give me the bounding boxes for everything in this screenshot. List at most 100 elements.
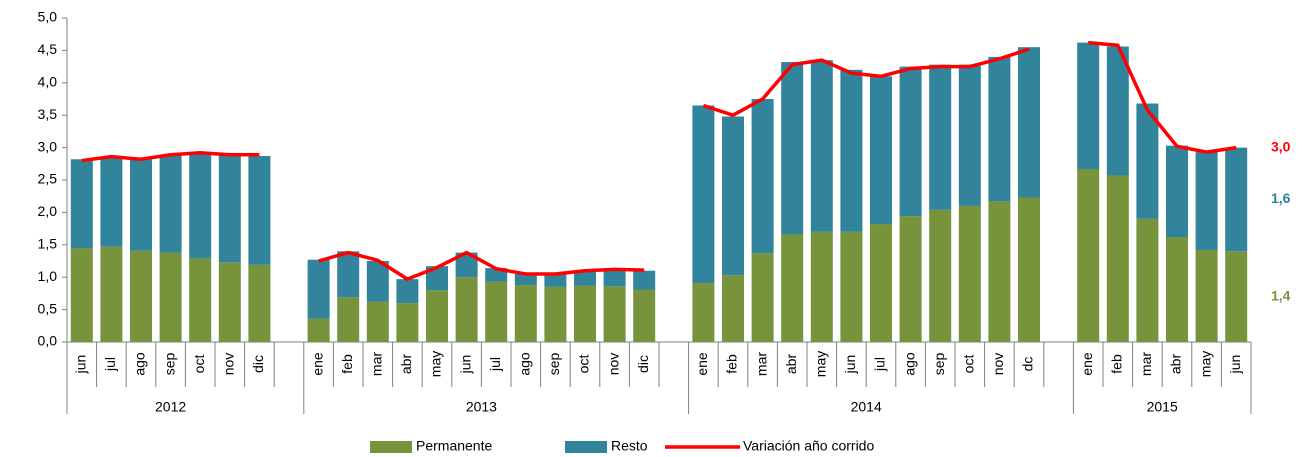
group-label: 2012 bbox=[155, 399, 186, 415]
bar bbox=[455, 252, 478, 278]
bar bbox=[130, 159, 152, 251]
bar bbox=[1195, 152, 1218, 250]
x-tick-label: feb bbox=[724, 354, 740, 374]
x-tick-label: mar bbox=[369, 352, 385, 376]
value-label: 1,6 bbox=[1271, 190, 1291, 206]
x-tick-label: may bbox=[1197, 351, 1213, 377]
bar bbox=[840, 231, 863, 342]
bar bbox=[366, 301, 389, 342]
bar bbox=[1018, 47, 1040, 198]
bar bbox=[514, 272, 537, 285]
bar bbox=[396, 303, 419, 342]
x-tick-label: ene bbox=[694, 352, 710, 376]
x-tick-label: feb bbox=[339, 354, 355, 374]
x-tick-label: jun bbox=[842, 355, 858, 375]
x-tick-label: may bbox=[813, 351, 829, 377]
x-tick-label: feb bbox=[1109, 354, 1125, 374]
bar bbox=[485, 268, 508, 282]
bar bbox=[514, 284, 537, 342]
bar bbox=[485, 281, 508, 342]
y-tick-label: 1,0 bbox=[38, 268, 58, 284]
bar bbox=[751, 253, 774, 342]
legend-swatch bbox=[370, 441, 412, 453]
x-tick-label: jun bbox=[73, 355, 89, 375]
bar bbox=[1106, 46, 1129, 176]
x-tick-label: oct bbox=[576, 355, 592, 374]
line bbox=[81, 40, 1237, 281]
bar bbox=[100, 157, 123, 247]
bar bbox=[544, 286, 567, 342]
bar bbox=[633, 270, 656, 290]
bar bbox=[1077, 42, 1100, 169]
x-tick-label: sep bbox=[161, 353, 177, 376]
bar bbox=[189, 258, 212, 342]
bar bbox=[1136, 218, 1159, 342]
x-tick-label: abr bbox=[1168, 354, 1184, 375]
y-tick-label: 0,0 bbox=[38, 333, 58, 349]
bar bbox=[544, 272, 567, 287]
group-label: 2015 bbox=[1147, 399, 1178, 415]
x-tick-label: jun bbox=[457, 355, 473, 375]
bar bbox=[337, 251, 360, 298]
group-label: 2013 bbox=[466, 399, 497, 415]
bar bbox=[455, 277, 478, 342]
x-tick-label: ene bbox=[1079, 352, 1095, 376]
bar bbox=[929, 209, 952, 342]
bar bbox=[337, 297, 360, 342]
bar bbox=[988, 201, 1011, 342]
bar bbox=[1225, 251, 1248, 342]
y-tick-label: 3,5 bbox=[38, 106, 58, 122]
legend-label: Permanente bbox=[416, 438, 492, 454]
group-label: 2014 bbox=[851, 399, 882, 415]
x-tick-label: ago bbox=[132, 352, 148, 376]
bar bbox=[1195, 249, 1218, 342]
bar bbox=[781, 62, 804, 235]
bar bbox=[396, 279, 419, 304]
bar bbox=[248, 264, 271, 342]
bar bbox=[692, 283, 715, 342]
bar bbox=[603, 286, 626, 342]
bar bbox=[603, 270, 626, 287]
bar bbox=[958, 205, 981, 342]
bar bbox=[70, 159, 93, 249]
value-label: 3,0 bbox=[1271, 138, 1291, 154]
bar bbox=[130, 250, 152, 342]
bar bbox=[988, 56, 1011, 202]
bar bbox=[840, 69, 863, 232]
x-tick-label: ago bbox=[517, 352, 533, 376]
bar bbox=[958, 64, 981, 206]
bar bbox=[692, 105, 715, 284]
x-tick-label: jul bbox=[102, 357, 118, 372]
y-tick-label: 3,0 bbox=[38, 138, 58, 154]
y-tick-label: 5,0 bbox=[38, 9, 58, 25]
x-tick-label: jun bbox=[1227, 355, 1243, 375]
bar bbox=[633, 289, 656, 342]
bar bbox=[1106, 175, 1129, 342]
bar bbox=[426, 290, 448, 342]
x-tick-label: mar bbox=[1138, 352, 1154, 376]
bar bbox=[100, 246, 123, 342]
x-tick-label: nov bbox=[990, 353, 1006, 376]
legend-label: Variación año corrido bbox=[743, 438, 874, 454]
x-tick-label: ago bbox=[901, 352, 917, 376]
bar bbox=[1077, 168, 1100, 342]
y-tick-label: 1,5 bbox=[38, 236, 58, 252]
bar bbox=[810, 231, 833, 342]
x-tick-label: mar bbox=[753, 352, 769, 376]
bar bbox=[1018, 197, 1040, 342]
x-tick-label: dc bbox=[1020, 357, 1036, 372]
x-tick-label: dic bbox=[250, 355, 266, 373]
bar bbox=[1166, 145, 1188, 238]
bar bbox=[307, 259, 330, 319]
x-tick-label: jul bbox=[487, 357, 503, 372]
x-tick-label: nov bbox=[605, 353, 621, 376]
legend-swatch bbox=[565, 441, 607, 453]
y-tick-label: 4,0 bbox=[38, 74, 58, 90]
x-tick-label: jul bbox=[872, 357, 888, 372]
bar bbox=[366, 261, 389, 302]
x-tick-label: sep bbox=[931, 353, 947, 376]
bar bbox=[751, 99, 774, 254]
bar bbox=[218, 262, 241, 342]
bar bbox=[1166, 237, 1188, 342]
